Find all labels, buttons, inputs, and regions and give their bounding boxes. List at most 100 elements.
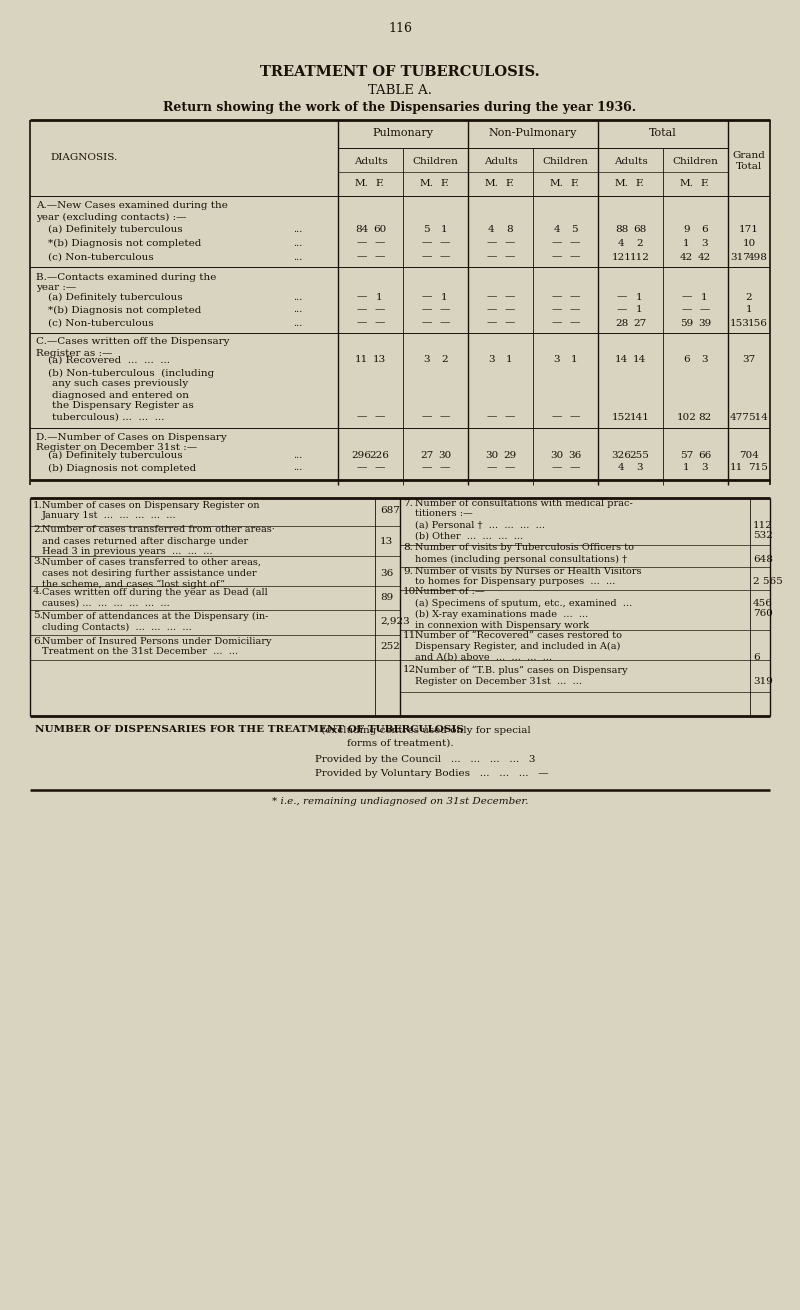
Text: —: — <box>616 292 626 301</box>
Text: 3: 3 <box>701 355 708 364</box>
Text: 60: 60 <box>373 224 386 233</box>
Text: 1.: 1. <box>33 500 43 510</box>
Text: Adults: Adults <box>484 156 518 165</box>
Text: —: — <box>570 413 580 422</box>
Text: —: — <box>439 238 450 248</box>
Text: —: — <box>551 305 562 314</box>
Text: Provided by the Council   ...   ...   ...   ...   3: Provided by the Council ... ... ... ... … <box>315 755 535 764</box>
Text: ...: ... <box>293 451 302 460</box>
Text: 112: 112 <box>630 253 650 262</box>
Text: 3: 3 <box>701 238 708 248</box>
Text: F.: F. <box>375 179 384 189</box>
Text: Total: Total <box>649 128 677 138</box>
Text: 28: 28 <box>615 318 628 328</box>
Text: —: — <box>551 318 562 328</box>
Text: 102: 102 <box>677 413 697 422</box>
Text: Pulmonary: Pulmonary <box>373 128 434 138</box>
Text: 14: 14 <box>633 355 646 364</box>
Text: —: — <box>356 253 366 262</box>
Text: Children: Children <box>542 156 589 165</box>
Text: M.: M. <box>419 179 434 189</box>
Text: 1: 1 <box>746 305 752 314</box>
Text: —: — <box>422 292 432 301</box>
Text: year :—: year :— <box>36 283 76 292</box>
Text: F.: F. <box>635 179 644 189</box>
Text: —: — <box>374 238 385 248</box>
Text: 88: 88 <box>615 224 628 233</box>
Text: 1: 1 <box>636 292 643 301</box>
Text: D.—Number of Cases on Dispensary: D.—Number of Cases on Dispensary <box>36 432 226 441</box>
Text: 226: 226 <box>370 451 390 460</box>
Text: 6: 6 <box>701 224 708 233</box>
Text: (a) Specimens of sputum, etc., examined  ...: (a) Specimens of sputum, etc., examined … <box>415 599 632 608</box>
Text: —: — <box>570 318 580 328</box>
Text: and cases returned after discharge under: and cases returned after discharge under <box>42 537 248 545</box>
Text: 7.: 7. <box>403 499 413 507</box>
Text: 11.: 11. <box>403 630 419 639</box>
Text: —: — <box>374 305 385 314</box>
Text: —: — <box>504 413 514 422</box>
Text: ...: ... <box>293 253 302 262</box>
Text: M.: M. <box>679 179 694 189</box>
Text: and A(b) above  ...  ...  ...  ...: and A(b) above ... ... ... ... <box>415 652 552 662</box>
Text: 27: 27 <box>633 318 646 328</box>
Text: the scheme, and cases “lost sight of”: the scheme, and cases “lost sight of” <box>42 579 225 588</box>
Text: 36: 36 <box>568 451 581 460</box>
Text: * i.e., remaining undiagnosed on 31st December.: * i.e., remaining undiagnosed on 31st De… <box>272 798 528 807</box>
Text: —: — <box>486 292 497 301</box>
Text: —: — <box>570 464 580 473</box>
Text: 4.: 4. <box>33 587 43 596</box>
Text: (a) Definitely tuberculous: (a) Definitely tuberculous <box>48 451 182 460</box>
Text: Register on December 31st  ...  ...: Register on December 31st ... ... <box>415 676 582 685</box>
Text: ...: ... <box>293 292 302 301</box>
Text: 84: 84 <box>355 224 368 233</box>
Text: 13: 13 <box>380 537 394 545</box>
Text: —: — <box>486 464 497 473</box>
Text: 498: 498 <box>748 253 768 262</box>
Text: Number of visits by Tuberculosis Officers to: Number of visits by Tuberculosis Officer… <box>415 544 634 553</box>
Text: —: — <box>374 253 385 262</box>
Text: 14: 14 <box>615 355 628 364</box>
Text: 5: 5 <box>571 224 578 233</box>
Text: 1: 1 <box>683 238 690 248</box>
Text: TABLE A.: TABLE A. <box>368 84 432 97</box>
Text: 37: 37 <box>742 355 756 364</box>
Text: —: — <box>570 305 580 314</box>
Text: 6: 6 <box>683 355 690 364</box>
Text: —: — <box>504 238 514 248</box>
Text: M.: M. <box>485 179 498 189</box>
Text: Number of attendances at the Dispensary (in-: Number of attendances at the Dispensary … <box>42 612 268 621</box>
Text: —: — <box>422 413 432 422</box>
Text: 153: 153 <box>730 318 750 328</box>
Text: Return showing the work of the Dispensaries during the year 1936.: Return showing the work of the Dispensar… <box>163 101 637 114</box>
Text: —: — <box>504 464 514 473</box>
Text: 152: 152 <box>611 413 631 422</box>
Text: titioners :—: titioners :— <box>415 510 473 519</box>
Text: M.: M. <box>354 179 369 189</box>
Text: 3: 3 <box>553 355 560 364</box>
Text: forms of treatment).: forms of treatment). <box>346 739 454 748</box>
Text: *(b) Diagnosis not completed: *(b) Diagnosis not completed <box>48 305 202 314</box>
Text: Number of :—: Number of :— <box>415 587 485 596</box>
Text: 112: 112 <box>753 520 773 529</box>
Text: —: — <box>422 305 432 314</box>
Text: —: — <box>486 253 497 262</box>
Text: ...: ... <box>293 318 302 328</box>
Text: 4: 4 <box>488 224 495 233</box>
Text: TREATMENT OF TUBERCULOSIS.: TREATMENT OF TUBERCULOSIS. <box>260 66 540 79</box>
Text: 4: 4 <box>618 238 625 248</box>
Text: —: — <box>356 238 366 248</box>
Text: —: — <box>570 292 580 301</box>
Text: year (excluding contacts) :—: year (excluding contacts) :— <box>36 212 186 221</box>
Text: (b) Other  ...  ...  ...  ...: (b) Other ... ... ... ... <box>415 532 523 541</box>
Text: 1: 1 <box>376 292 383 301</box>
Text: 42: 42 <box>680 253 693 262</box>
Text: M.: M. <box>550 179 563 189</box>
Text: Children: Children <box>413 156 458 165</box>
Text: ...: ... <box>293 305 302 314</box>
Text: Number of consultations with medical prac-: Number of consultations with medical pra… <box>415 499 633 507</box>
Text: 252: 252 <box>380 642 400 651</box>
Text: Number of “Recovered” cases restored to: Number of “Recovered” cases restored to <box>415 630 622 639</box>
Text: —: — <box>486 413 497 422</box>
Text: 10: 10 <box>742 238 756 248</box>
